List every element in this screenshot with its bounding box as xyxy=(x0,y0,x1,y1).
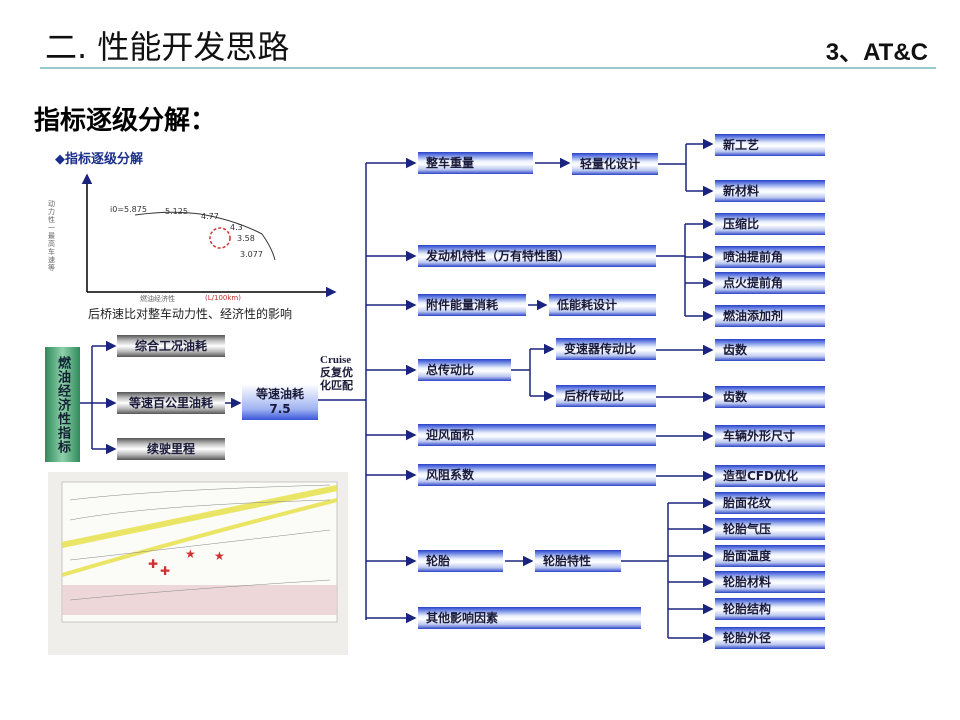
node-constant-speed-target: 等速油耗 7.5 xyxy=(242,384,318,420)
svg-text:★: ★ xyxy=(185,547,196,561)
node-tire-material: 轮胎材料 xyxy=(715,571,825,593)
cruise-note-line: 反复优 xyxy=(320,367,353,379)
node-rear-axle-ratio: 后桥传动比 xyxy=(556,385,656,407)
speed-value: 7.5 xyxy=(269,402,291,416)
chart-point-label: 4.3 xyxy=(230,223,243,232)
node-vehicle-dimensions: 车辆外形尺寸 xyxy=(715,425,825,447)
svg-text:✚: ✚ xyxy=(148,557,158,571)
node-total-ratio: 总传动比 xyxy=(418,359,511,381)
node-tire-pressure: 轮胎气压 xyxy=(715,518,825,540)
chart-point-label: 3.077 xyxy=(240,250,263,259)
node-combined-fuel: 综合工况油耗 xyxy=(117,335,225,357)
engine-map-image: ✚ ✚ ★ ★ xyxy=(48,472,348,655)
node-frontal-area: 迎风面积 xyxy=(418,424,656,446)
node-low-energy-design: 低能耗设计 xyxy=(549,294,656,316)
node-compression-ratio: 压缩比 xyxy=(715,213,825,235)
node-constant-speed-fuel: 等速百公里油耗 xyxy=(117,392,225,414)
svg-text:✚: ✚ xyxy=(160,564,170,578)
node-new-material: 新材料 xyxy=(715,180,825,202)
chart-title: ◆指标逐级分解 xyxy=(55,152,143,167)
cruise-note: Cruise 反复优 化匹配 xyxy=(320,354,353,393)
node-fuel-additive: 燃油添加剂 xyxy=(715,305,825,327)
chart-xlabel: 燃油经济性 xyxy=(140,295,175,303)
node-range: 续驶里程 xyxy=(117,438,225,460)
fuel-economy-indicator-box: 燃油经济性指标 xyxy=(45,347,80,462)
node-gear-teeth: 齿数 xyxy=(715,339,825,361)
subtitle: 指标逐级分解： xyxy=(34,106,217,136)
chart-point-label: i0=5.875 xyxy=(110,205,147,214)
cruise-label: Cruise xyxy=(320,354,352,366)
page-title: 二. 性能开发思路 xyxy=(45,28,290,66)
svg-text:★: ★ xyxy=(214,549,225,563)
node-ignition-advance: 点火提前角 xyxy=(715,272,825,294)
chart-xunit: (L/100km) xyxy=(205,294,241,302)
node-tire-characteristics: 轮胎特性 xyxy=(535,550,621,572)
node-vehicle-mass: 整车重量 xyxy=(418,152,533,174)
node-lightweight-design: 轻量化设计 xyxy=(572,153,658,175)
chart-caption: 后桥速比对整车动力性、经济性的影响 xyxy=(88,307,293,321)
node-injection-advance: 喷油提前角 xyxy=(715,246,825,268)
chart-point-label: 4.77 xyxy=(201,212,219,221)
chart-point-label: 3.58 xyxy=(237,234,255,243)
node-accessory-energy: 附件能量消耗 xyxy=(418,294,526,316)
node-drag-coefficient: 风阻系数 xyxy=(418,464,656,486)
node-gearbox-ratio: 变速器传动比 xyxy=(556,338,656,360)
node-engine-characteristics: 发动机特性（万有特性图） xyxy=(418,245,656,267)
node-tire-structure: 轮胎结构 xyxy=(715,598,825,620)
node-tire-diameter: 轮胎外径 xyxy=(715,627,825,649)
node-other-factors: 其他影响因素 xyxy=(418,607,641,629)
chart-point-label: 5.125 xyxy=(165,207,188,216)
section-label: 3、AT&C xyxy=(825,39,928,66)
node-tire: 轮胎 xyxy=(418,550,503,572)
node-cfd-optimization: 造型CFD优化 xyxy=(715,465,825,487)
node-tread-pattern: 胎面花纹 xyxy=(715,492,825,514)
cruise-note-line: 化匹配 xyxy=(320,380,353,392)
node-tread-temperature: 胎面温度 xyxy=(715,545,825,567)
chart-ylabel: 动力性 一最高车速等 xyxy=(48,200,55,272)
speed-label: 等速油耗 xyxy=(255,387,304,401)
divider xyxy=(40,67,936,69)
node-gear-teeth: 齿数 xyxy=(715,386,825,408)
node-new-process: 新工艺 xyxy=(715,134,825,156)
